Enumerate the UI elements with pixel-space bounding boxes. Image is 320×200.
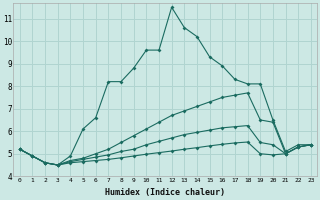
X-axis label: Humidex (Indice chaleur): Humidex (Indice chaleur) bbox=[105, 188, 225, 197]
